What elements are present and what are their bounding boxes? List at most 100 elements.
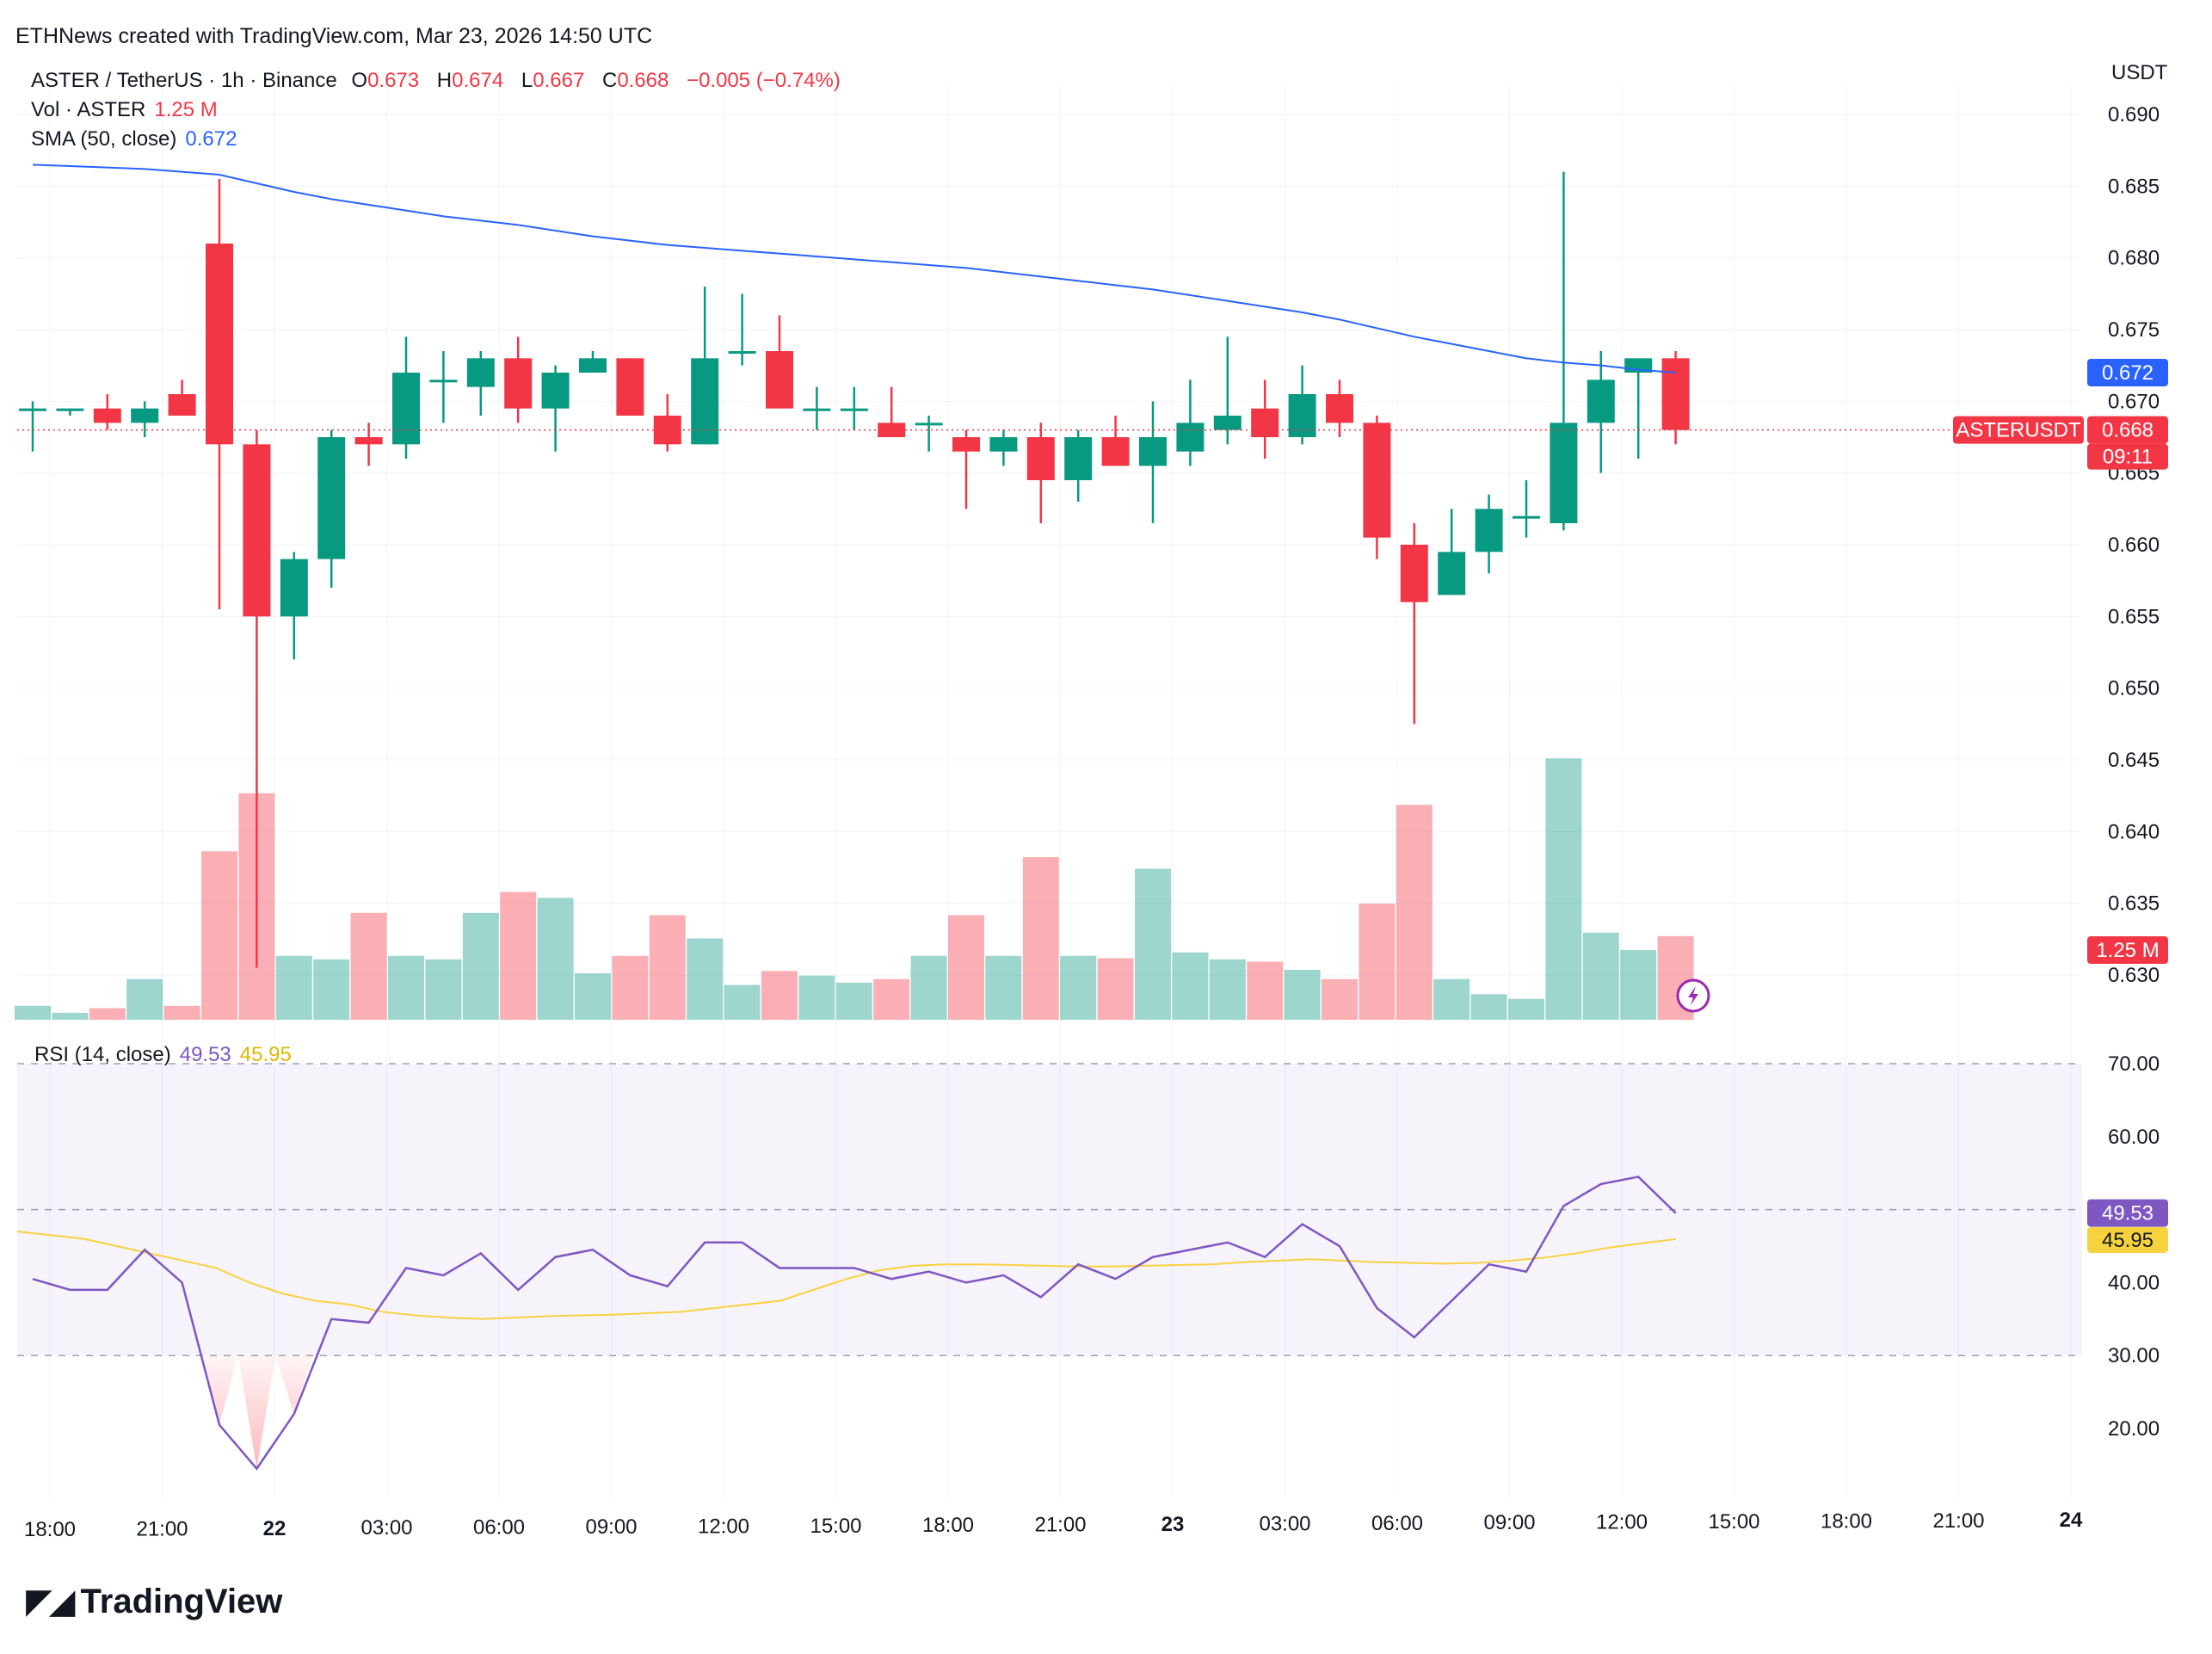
rsi-value: 49.53	[179, 1043, 231, 1066]
volume-bar	[761, 971, 798, 1020]
time-tick-label: 18:00	[922, 1514, 974, 1537]
close-value: 0.668	[617, 69, 669, 92]
time-tick-label: 18:00	[24, 1518, 76, 1541]
price-tick-label: 0.675	[2108, 318, 2160, 342]
candle-body	[504, 358, 533, 409]
candle-body	[803, 408, 831, 411]
candle-body	[728, 351, 756, 354]
candle-body	[1176, 423, 1205, 452]
attribution: ETHNews created with TradingView.com, Ma…	[15, 24, 653, 48]
candle-body	[243, 444, 271, 617]
volume-bar	[275, 955, 312, 1020]
volume-bar	[313, 959, 350, 1020]
symbol-line: ASTER / TetherUS · 1h · Binance	[31, 69, 337, 92]
low-label: L	[521, 69, 533, 92]
price-tick-label: 0.690	[2108, 103, 2160, 127]
candle-body	[989, 437, 1018, 452]
time-tick-label: 15:00	[1708, 1510, 1759, 1534]
candle-body	[1026, 437, 1055, 480]
rsi-tick-label: 60.00	[2108, 1126, 2160, 1149]
volume-bar	[89, 1008, 126, 1020]
tradingview-logo-icon: ◤◢	[26, 1583, 75, 1620]
price-badge: 0.668	[2102, 419, 2153, 442]
time-tick-label: 06:00	[1371, 1512, 1423, 1535]
volume-bar	[1545, 758, 1582, 1020]
open-label: O	[351, 69, 368, 92]
volume-bar	[948, 915, 984, 1020]
tradingview-logo[interactable]: ◤◢ TradingView	[26, 1582, 282, 1621]
rsi-axis: 70.00 60.00 40.00 30.00 20.00	[2108, 1052, 2160, 1441]
candle-body	[1288, 394, 1316, 437]
candle-body	[579, 358, 607, 373]
time-tick-label: 15:00	[810, 1515, 861, 1538]
sma-label: SMA (50, close)	[31, 127, 177, 151]
candle-body	[691, 358, 719, 445]
price-tick-label: 0.685	[2108, 175, 2160, 198]
price-tick-label: 0.655	[2108, 605, 2160, 628]
time-tick-label: 18:00	[1821, 1509, 1872, 1533]
time-tick-label: 09:00	[1483, 1511, 1535, 1534]
volume-bar	[126, 978, 163, 1020]
volume-bar	[724, 984, 761, 1020]
volume-bar	[1359, 904, 1396, 1020]
candle-body	[168, 394, 196, 416]
rsi-tick-label: 40.00	[2108, 1271, 2160, 1294]
volume-bar	[163, 1005, 200, 1020]
lightning-icon[interactable]	[1676, 978, 1710, 1013]
candle-body	[1400, 545, 1428, 602]
volume-bar	[52, 1012, 89, 1020]
volume-bar	[500, 892, 537, 1020]
volume-bar	[910, 955, 947, 1020]
candle-body	[1101, 437, 1130, 466]
volume-bar	[1620, 950, 1657, 1020]
volume-bar	[835, 982, 872, 1020]
time-tick-label: 03:00	[1259, 1512, 1310, 1535]
candle-body	[392, 373, 420, 445]
time-tick-label: 21:00	[1932, 1509, 1984, 1533]
price-tick-label: 0.660	[2108, 534, 2160, 557]
time-tick-label: 22	[263, 1517, 287, 1540]
price-tick-label: 0.635	[2108, 892, 2160, 916]
symbol-legend[interactable]: ASTER / TetherUS · 1h · Binance O0.673 H…	[31, 69, 853, 93]
open-value: 0.673	[367, 69, 420, 92]
candle-body	[952, 437, 980, 452]
sma-badge: 0.672	[2102, 361, 2153, 385]
candle-body	[1363, 423, 1391, 538]
volume-value: 1.25 M	[154, 98, 218, 121]
rsi-legend[interactable]: RSI (14, close) 49.53 45.95	[34, 1043, 292, 1067]
sma-legend[interactable]: SMA (50, close) 0.672	[31, 127, 237, 151]
volume-bar	[1247, 961, 1284, 1020]
sma-line	[32, 164, 1676, 373]
time-tick-label: 21:00	[1034, 1514, 1086, 1537]
candle-body	[429, 380, 458, 383]
low-value: 0.667	[533, 69, 585, 92]
price-tick-label: 0.640	[2108, 820, 2160, 843]
candle-body	[1213, 416, 1242, 430]
chart-grid	[17, 86, 2080, 1497]
time-tick-label: 12:00	[698, 1515, 749, 1538]
volume-bar	[201, 851, 237, 1020]
volume-bar	[388, 955, 424, 1020]
price-axis: 0.6900.6850.6800.6750.6700.6650.6600.655…	[2108, 61, 2168, 987]
volume-bar	[1396, 805, 1433, 1020]
time-tick-label: 21:00	[136, 1517, 188, 1540]
volume-bar	[798, 975, 835, 1020]
volume-bars	[15, 758, 1694, 1020]
candle-body	[1251, 408, 1279, 437]
candle-body	[56, 408, 84, 411]
volume-bar	[985, 955, 1022, 1020]
volume-bar	[649, 915, 686, 1020]
rsi-tick-label: 20.00	[2108, 1417, 2160, 1441]
candle-body	[1139, 437, 1167, 466]
candles	[19, 171, 1690, 968]
volume-legend[interactable]: Vol · ASTER 1.25 M	[31, 98, 218, 122]
high-label: H	[436, 69, 453, 92]
volume-bar	[1433, 978, 1470, 1020]
sma-badge-bg	[2087, 359, 2168, 386]
volume-bar	[1322, 978, 1358, 1020]
price-badge-bg	[2087, 416, 2168, 444]
candle-body	[915, 423, 943, 426]
volume-bar	[687, 938, 724, 1020]
volume-bar	[15, 1005, 51, 1020]
